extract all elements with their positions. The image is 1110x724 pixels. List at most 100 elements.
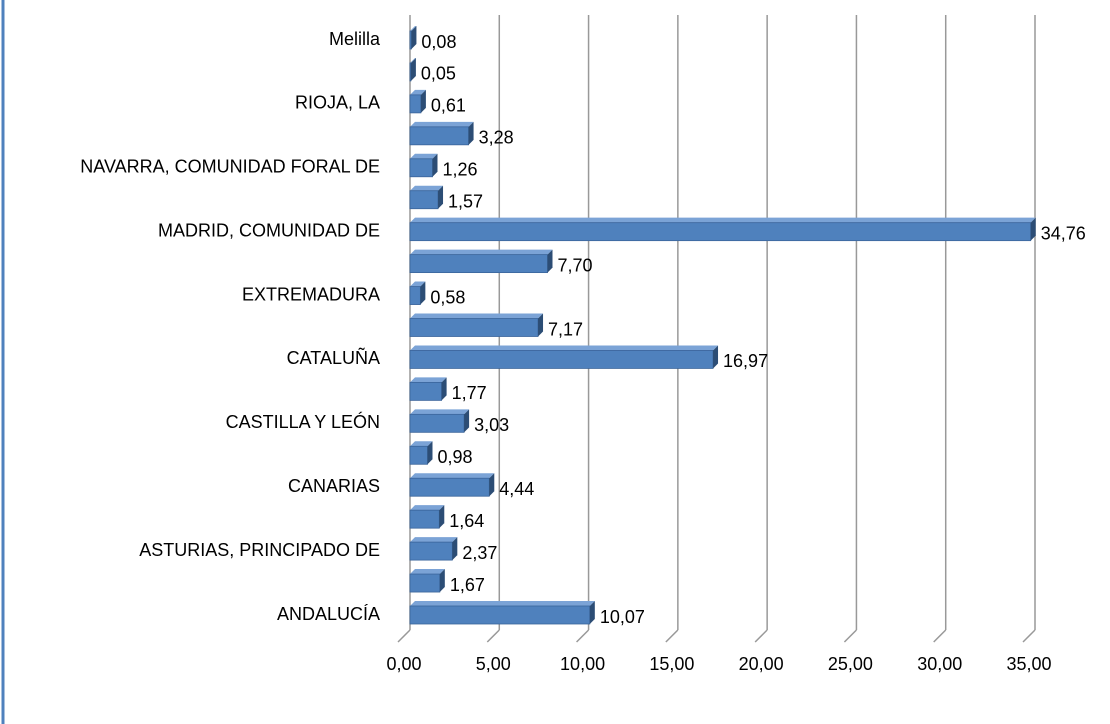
x-tick-label: 35,00 bbox=[1006, 654, 1051, 674]
bar bbox=[409, 158, 433, 178]
bar-end bbox=[547, 249, 553, 273]
bar-end bbox=[464, 409, 470, 433]
value-label: 3,28 bbox=[479, 128, 514, 148]
value-label: 1,26 bbox=[443, 160, 478, 180]
value-label: 1,77 bbox=[452, 383, 487, 403]
y-tick-label: ANDALUCÍA bbox=[277, 604, 380, 624]
grid-line-depth bbox=[576, 629, 590, 643]
bar-end bbox=[420, 281, 426, 305]
y-tick-label: CASTILLA Y LEÓN bbox=[226, 411, 380, 432]
value-label: 4,44 bbox=[499, 479, 534, 499]
bar bbox=[409, 62, 412, 82]
bar-end bbox=[589, 601, 595, 624]
x-tick-label: 15,00 bbox=[649, 654, 694, 674]
bar-end bbox=[411, 26, 417, 49]
bar bbox=[409, 94, 422, 114]
bar-end bbox=[439, 505, 445, 529]
bar-end bbox=[432, 153, 438, 177]
bar-top bbox=[410, 121, 474, 127]
value-label: 3,03 bbox=[474, 415, 509, 435]
bar-top bbox=[410, 377, 447, 383]
bar bbox=[409, 413, 465, 433]
bar bbox=[409, 190, 439, 210]
bar bbox=[409, 350, 714, 369]
x-tick-label: 5,00 bbox=[476, 654, 511, 674]
bar-top bbox=[410, 473, 495, 479]
value-label: 2,37 bbox=[462, 543, 497, 563]
bar-top bbox=[410, 345, 719, 351]
grid-line-depth bbox=[754, 629, 768, 643]
x-tick-label: 20,00 bbox=[739, 654, 784, 674]
bar-top bbox=[410, 313, 544, 319]
bar-top bbox=[410, 249, 553, 255]
bar-top bbox=[410, 153, 438, 159]
y-tick-label: ASTURIAS, PRINCIPADO DE bbox=[139, 540, 380, 560]
bar-top bbox=[410, 441, 433, 447]
value-label: 7,17 bbox=[548, 319, 583, 339]
y-tick-label: Melilla bbox=[329, 29, 381, 49]
bar-top bbox=[410, 281, 426, 287]
value-label: 0,58 bbox=[430, 287, 465, 307]
value-label: 0,08 bbox=[421, 32, 456, 52]
y-tick-label: CANARIAS bbox=[288, 476, 380, 496]
bar-end bbox=[427, 441, 433, 465]
bar-top bbox=[410, 185, 444, 191]
value-label: 1,67 bbox=[450, 575, 485, 595]
bar-end bbox=[439, 569, 445, 593]
bar-top bbox=[410, 601, 595, 606]
bar-end bbox=[420, 89, 426, 113]
grid-line-depth bbox=[665, 629, 679, 643]
grid-line-depth bbox=[843, 629, 857, 643]
bar-end bbox=[441, 377, 447, 401]
bar-top bbox=[410, 505, 445, 511]
bar-top bbox=[410, 409, 470, 415]
bar bbox=[409, 445, 428, 465]
value-label: 0,05 bbox=[421, 64, 456, 84]
bar bbox=[409, 605, 591, 625]
bar bbox=[409, 318, 539, 337]
bar bbox=[409, 286, 421, 305]
y-tick-label: CATALUÑA bbox=[287, 347, 380, 368]
grid-line-depth bbox=[486, 629, 500, 643]
value-label: 1,64 bbox=[449, 511, 484, 531]
bar-top bbox=[410, 537, 458, 543]
value-label: 0,98 bbox=[438, 447, 473, 467]
bar-top bbox=[410, 217, 1036, 223]
bar bbox=[409, 126, 469, 146]
grid-line-depth bbox=[933, 629, 947, 643]
value-label: 0,61 bbox=[431, 96, 466, 116]
bar-end bbox=[1030, 217, 1036, 241]
bar-top bbox=[410, 569, 445, 575]
y-tick-label: EXTREMADURA bbox=[242, 284, 380, 304]
grid-line-depth bbox=[1022, 629, 1036, 643]
bar bbox=[409, 30, 412, 50]
bar bbox=[409, 381, 443, 401]
bar-end bbox=[438, 185, 444, 209]
bar-end bbox=[410, 57, 416, 81]
bar bbox=[409, 254, 548, 274]
value-label: 34,76 bbox=[1041, 223, 1086, 243]
bar-top bbox=[410, 57, 416, 63]
y-tick-label: RIOJA, LA bbox=[295, 93, 380, 113]
y-tick-label: MADRID, COMUNIDAD DE bbox=[158, 220, 380, 240]
x-tick-label: 25,00 bbox=[828, 654, 873, 674]
grid-line-depth bbox=[397, 629, 411, 643]
x-tick-label: 0,00 bbox=[386, 654, 421, 674]
bar-end bbox=[538, 313, 544, 337]
x-tick-label: 30,00 bbox=[917, 654, 962, 674]
bar-top bbox=[410, 26, 417, 31]
value-label: 10,07 bbox=[600, 607, 645, 627]
bar bbox=[409, 477, 490, 497]
value-label: 1,57 bbox=[448, 191, 483, 211]
bar bbox=[409, 573, 441, 593]
bar-top bbox=[410, 89, 426, 95]
value-label: 7,70 bbox=[558, 255, 593, 275]
value-label: 16,97 bbox=[723, 351, 768, 371]
bar bbox=[409, 222, 1032, 242]
bar-end bbox=[452, 537, 458, 561]
y-tick-label: NAVARRA, COMUNIDAD FORAL DE bbox=[80, 157, 380, 177]
bar bbox=[409, 509, 440, 529]
bar bbox=[409, 541, 453, 561]
bar-end bbox=[713, 345, 719, 369]
